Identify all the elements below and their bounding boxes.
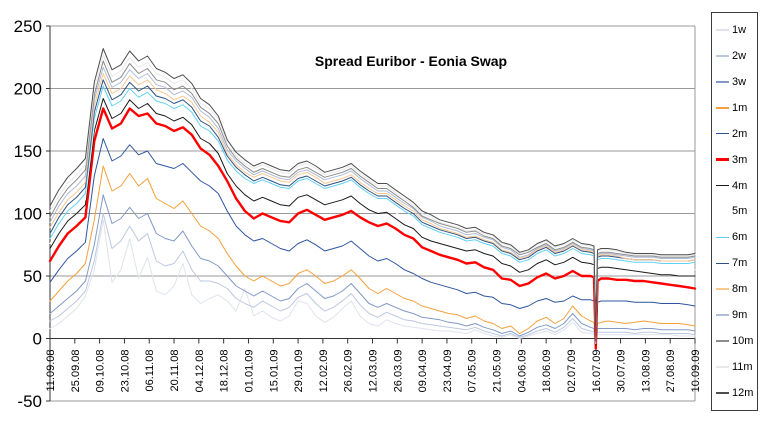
legend-label-9m: 9m — [732, 309, 748, 322]
y-axis-label: 100 — [14, 205, 42, 224]
legend-swatch-6m — [716, 236, 729, 239]
x-axis-label: 21.05.09 — [492, 350, 504, 393]
x-axis-label: 29.01.09 — [293, 350, 305, 393]
legend-swatch-3m — [716, 158, 729, 162]
legend-label-5m: 5m — [732, 205, 748, 218]
legend-swatch-8m — [716, 288, 729, 290]
legend-item-10m[interactable]: 10m — [716, 335, 755, 347]
y-axis-label: 50 — [23, 267, 42, 286]
legend-item-12m[interactable]: 12m — [716, 387, 755, 399]
legend-label-3w: 3w — [732, 75, 747, 88]
legend-label-11m: 11m — [732, 360, 753, 373]
y-axis-label: -50 — [17, 392, 42, 411]
series-line-12m[interactable] — [49, 48, 696, 339]
legend-label-1m: 1m — [732, 101, 748, 114]
x-axis-label: 13.08.09 — [640, 350, 652, 393]
legend-item-3w[interactable]: 3w — [716, 76, 755, 88]
legend-item-11m[interactable]: 11m — [716, 361, 755, 373]
legend-label-2m: 2m — [732, 127, 748, 140]
gridlines — [46, 25, 696, 402]
legend-label-3m: 3m — [732, 153, 748, 166]
series-line-2m[interactable] — [49, 138, 696, 352]
legend-item-4m[interactable]: 4m — [716, 180, 755, 192]
x-axis-label: 12.02.09 — [318, 350, 330, 393]
legend-item-2w[interactable]: 2w — [716, 50, 755, 62]
y-axis-label: 0 — [33, 330, 42, 349]
x-axis-label: 18.12.08 — [219, 350, 231, 393]
x-axis-label: 09.04.09 — [417, 350, 429, 393]
legend-swatch-3w — [716, 81, 729, 83]
legend-item-1m[interactable]: 1m — [716, 102, 755, 114]
legend-swatch-9m — [716, 314, 729, 316]
series-line-5m[interactable] — [49, 91, 696, 344]
legend-item-5m[interactable]: 5m — [716, 205, 755, 217]
x-axis-label: 12.03.09 — [368, 350, 380, 393]
x-axis-label: 15.01.09 — [268, 350, 280, 393]
series-line-3m[interactable] — [48, 107, 697, 350]
x-axis-label: 04.12.08 — [194, 350, 206, 393]
x-axis-labels[interactable]: 11.09.08 25.09.08 09.10.08 23.10.08 06.11.08… — [45, 350, 702, 393]
legend-swatch-12m — [716, 392, 729, 394]
x-axis-label: 18.06.09 — [541, 350, 553, 393]
x-axis-label: 23.04.09 — [442, 350, 454, 393]
legend-swatch-11m — [716, 366, 729, 368]
legend-label-1w: 1w — [732, 24, 747, 36]
legend-item-6m[interactable]: 6m — [716, 231, 755, 243]
y-axis-labels[interactable]: 250 200 150 100 50 0 -50 — [14, 17, 42, 411]
legend-item-1w[interactable]: 1w — [716, 24, 755, 36]
legend-item-3m[interactable]: 3m — [716, 154, 755, 166]
x-axis-label: 10.09.09 — [690, 350, 702, 393]
legend-swatch-10m — [716, 340, 729, 342]
legend-swatch-1m — [716, 107, 729, 109]
legend-swatch-4m — [716, 184, 729, 187]
legend-item-2m[interactable]: 2m — [716, 128, 755, 140]
legend-swatch-5m — [716, 210, 729, 213]
legend[interactable]: 1w 2w 3w 1m 2m 3m 4m 5m 6m 7m 8m 9m 10m 11m 12m — [711, 12, 758, 411]
series-line-4m[interactable] — [49, 98, 696, 346]
legend-label-7m: 7m — [732, 257, 748, 270]
x-axis-label: 16.07.09 — [591, 350, 603, 393]
x-axis-label: 07.05.09 — [467, 350, 479, 393]
y-axis-label: 250 — [14, 17, 42, 36]
legend-label-4m: 4m — [732, 179, 748, 192]
legend-label-12m: 12m — [732, 386, 754, 399]
y-axis-label: 150 — [14, 142, 42, 161]
legend-swatch-2m — [716, 132, 729, 135]
legend-swatch-1w — [716, 29, 729, 31]
x-axis-label: 01.01.09 — [243, 350, 255, 393]
legend-label-2w: 2w — [732, 49, 747, 62]
x-axis-label: 26.03.09 — [392, 350, 404, 393]
x-axis-label: 04.06.09 — [516, 350, 528, 393]
x-axis-label: 06.11.08 — [144, 350, 156, 392]
x-axis-label: 25.09.08 — [70, 350, 82, 393]
legend-item-7m[interactable]: 7m — [716, 257, 755, 269]
x-axis-label: 02.07.09 — [566, 350, 578, 393]
y-axis-label: 200 — [14, 80, 42, 99]
x-axis-label: 27.08.09 — [665, 350, 677, 393]
legend-swatch-2w — [716, 55, 729, 57]
legend-label-10m: 10m — [732, 335, 754, 348]
legend-item-8m[interactable]: 8m — [716, 283, 755, 295]
legend-label-8m: 8m — [732, 283, 748, 296]
x-axis-label: 09.10.08 — [95, 350, 107, 393]
x-axis-label: 30.07.09 — [616, 350, 628, 393]
x-axis-label: 20.11.08 — [169, 350, 181, 392]
legend-swatch-7m — [716, 262, 729, 265]
legend-item-9m[interactable]: 9m — [716, 309, 755, 321]
x-axis-label: 11.09.08 — [45, 350, 57, 392]
x-axis-label: 23.10.08 — [119, 350, 131, 393]
legend-label-6m: 6m — [732, 231, 748, 244]
series-line-3w[interactable] — [49, 194, 696, 344]
chart-title[interactable]: Spread Euribor - Eonia Swap — [315, 53, 507, 69]
series-lines — [48, 48, 697, 352]
x-axis-label: 26.02.09 — [343, 350, 355, 393]
